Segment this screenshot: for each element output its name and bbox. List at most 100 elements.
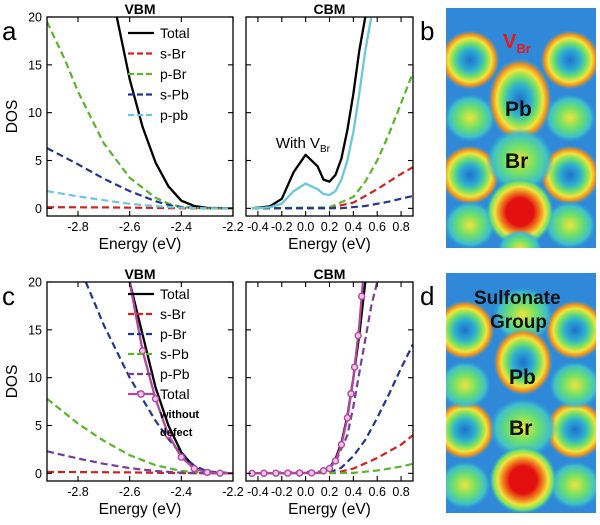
series-marker — [350, 363, 359, 371]
chart-title: CBM — [314, 1, 346, 17]
x-tick-label: 0.8 — [392, 485, 409, 499]
annotation-sub: Br — [320, 144, 331, 155]
x-tick-label: -2.8 — [67, 485, 89, 499]
chart-a-cbm: -0.4 -0.2 0.0 0.2 0.4 0.6 0.8 CBM Energy (eV) Wit… — [245, 1, 414, 253]
panel-label-a: a — [2, 16, 17, 46]
x-tick-label: -2.4 — [171, 220, 193, 234]
series-marker — [260, 469, 268, 477]
y-axis-label: DOS — [4, 100, 21, 134]
legend-label: s-Br — [160, 306, 186, 322]
series-group — [47, 17, 233, 210]
series-line-p-pb — [251, 282, 379, 475]
y-tick-label: 5 — [35, 154, 42, 168]
plot-frame — [46, 16, 234, 217]
map-d-group-line1: Sulfonate — [474, 288, 561, 309]
atom — [446, 300, 495, 360]
x-tick-label: 0.0 — [297, 220, 314, 234]
atom — [488, 58, 552, 142]
plot-frame — [245, 281, 414, 482]
x-axis-label: Energy (eV) — [288, 501, 371, 518]
legend-label: Total — [160, 386, 190, 402]
series-marker — [343, 414, 352, 422]
atom — [486, 178, 554, 246]
series-line-p-br — [251, 72, 413, 210]
x-tick-label: -2.2 — [222, 220, 244, 234]
x-tick-label: 0.6 — [369, 485, 386, 499]
legend-label: s-Pb — [160, 346, 189, 362]
series-marker — [337, 440, 346, 449]
atom — [446, 30, 500, 90]
series-marker — [307, 469, 316, 477]
series-marker — [190, 464, 198, 473]
series-marker — [284, 469, 292, 477]
plot-frame — [245, 16, 414, 217]
series-line-total — [251, 17, 367, 210]
series-line-s-pb — [47, 147, 233, 210]
x-tick-label: 0.4 — [345, 485, 362, 499]
atom — [446, 94, 496, 142]
y-tick-label: 20 — [28, 276, 42, 290]
x-axis-label: Energy (eV) — [288, 236, 371, 253]
series-marker — [325, 464, 334, 473]
chart-c-cbm: -0.4 -0.2 0.0 0.2 0.4 0.6 0.8 CBM Energy (eV) — [245, 266, 414, 518]
series-group — [47, 282, 233, 477]
panel-label-b: b — [420, 16, 434, 46]
atom — [545, 400, 596, 460]
charge-density-map-b: VBr Pb Br — [446, 8, 596, 248]
x-tick-label: -0.4 — [247, 220, 269, 234]
series-marker — [295, 469, 304, 477]
series-line-s-pb — [251, 194, 413, 210]
map-b-atoms — [446, 30, 596, 248]
chart-a-vbm: -2.8 -2.6 -2.4 -2.2 0 5 10 15 20 VBM Energy (eV) DO… — [4, 1, 244, 253]
chart-title: VBM — [124, 1, 155, 17]
y-tick-label: 0 — [35, 202, 42, 216]
y-axis-label: DOS — [4, 365, 21, 399]
atom — [544, 94, 596, 142]
series-marker — [203, 468, 211, 477]
panel-label-d: d — [420, 281, 434, 311]
series-marker — [354, 331, 362, 340]
atom — [486, 128, 554, 192]
series-marker — [272, 469, 280, 477]
y-tick-label: 10 — [28, 371, 42, 385]
x-axis-label: Energy (eV) — [99, 501, 182, 518]
map-b-vacancy-sub: Br — [516, 41, 530, 56]
series-marker — [358, 292, 366, 301]
legend-label: p-pb — [160, 107, 188, 123]
x-tick-label: 0.2 — [321, 485, 338, 499]
y-tick-label: 5 — [35, 419, 42, 433]
x-tick-label: -0.4 — [247, 485, 269, 499]
chart-c-vbm: -2.8 -2.6 -2.4 -2.2 0 5 10 15 20 VBM Energy (eV) DO… — [4, 266, 244, 518]
x-tick-label: -2.2 — [222, 485, 244, 499]
series-group — [251, 17, 413, 210]
x-tick-label: -2.4 — [171, 485, 193, 499]
map-d-atoms — [446, 287, 596, 513]
legend-label: s-Pb — [160, 87, 189, 103]
x-axis-label: Energy (eV) — [99, 236, 182, 253]
map-b-vacancy-main: V — [503, 31, 517, 53]
x-tick-label: -2.6 — [119, 220, 141, 234]
atom — [489, 398, 557, 458]
series-group — [248, 282, 413, 478]
legend-label: s-Br — [160, 46, 186, 62]
x-tick-label: -0.2 — [271, 220, 293, 234]
y-tick-label: 15 — [28, 58, 42, 72]
atom — [540, 30, 596, 90]
legend-label-extra: defect — [160, 427, 193, 439]
atom — [549, 461, 596, 509]
atom — [545, 300, 596, 360]
y-tick-label: 15 — [28, 323, 42, 337]
panel-label-c: c — [2, 281, 15, 311]
y-tick-label: 0 — [35, 467, 42, 481]
legend-label: p-Br — [160, 326, 187, 342]
atom — [493, 287, 553, 343]
legend-label: p-Pb — [160, 366, 190, 382]
legend-marker — [137, 390, 145, 398]
x-tick-label: -2.8 — [67, 220, 89, 234]
legend: Total s-Br p-Br s-Pb p-pb — [128, 25, 190, 123]
atom — [446, 201, 496, 248]
series-line-p-br — [251, 343, 413, 475]
atom — [446, 361, 491, 409]
series-line-p-pb — [47, 190, 233, 210]
series-marker — [151, 395, 160, 403]
